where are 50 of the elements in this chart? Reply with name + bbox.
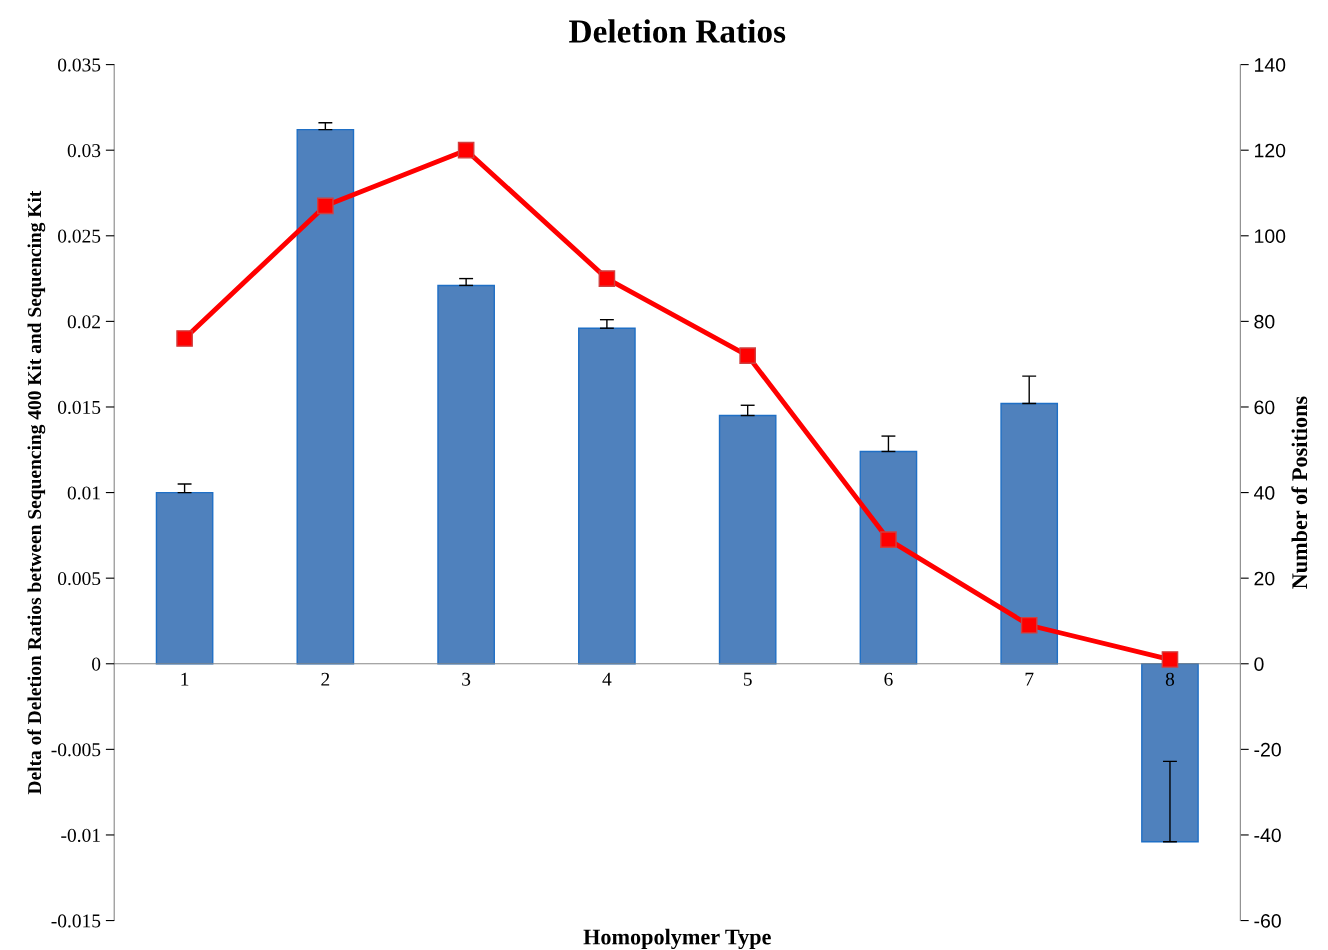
y2-tick-label: 120 xyxy=(1255,143,1286,158)
bar xyxy=(296,128,355,665)
y2-tick-label: 40 xyxy=(1253,486,1275,500)
point xyxy=(176,330,193,347)
y2-tick-label: 100 xyxy=(1255,229,1286,244)
y-tick-label: -0.015 xyxy=(51,914,101,928)
y-tick-label: -0.01 xyxy=(61,828,100,842)
point xyxy=(598,270,616,287)
bar xyxy=(437,284,495,665)
y-tick-label: 0.02 xyxy=(67,315,100,329)
bar xyxy=(718,414,777,665)
y2-axis-title: Number of Positions xyxy=(1291,396,1308,589)
x-tick-label: 7 xyxy=(1025,672,1034,686)
x-tick-label: 2 xyxy=(321,672,330,686)
point xyxy=(739,347,756,364)
y-tick-label: -0.005 xyxy=(51,743,101,757)
bar xyxy=(859,450,918,665)
y2-tick-label: -20 xyxy=(1254,742,1281,757)
y-tick-label: 0.025 xyxy=(58,229,101,243)
bar xyxy=(1000,402,1059,665)
x-tick-label: 5 xyxy=(743,672,752,686)
point xyxy=(457,141,475,159)
x-tick-label: 8 xyxy=(1165,672,1175,686)
chart-title: Deletion Ratios xyxy=(569,19,786,43)
y2-tick-label: 20 xyxy=(1254,571,1275,586)
bar xyxy=(155,491,214,665)
y2-tick-label: 140 xyxy=(1255,58,1286,72)
point xyxy=(880,531,897,548)
x-tick-label: 3 xyxy=(462,672,471,686)
x-tick-label: 6 xyxy=(884,672,893,686)
point xyxy=(317,197,334,215)
y2-tick-label: 0 xyxy=(1254,657,1264,671)
y-tick-label: 0.01 xyxy=(67,486,100,500)
point xyxy=(1161,651,1179,668)
point xyxy=(1020,616,1038,634)
y2-tick-label: 60 xyxy=(1254,400,1275,415)
y2-tick-label: -60 xyxy=(1254,914,1281,928)
y-tick-label: 0.015 xyxy=(58,400,101,414)
y2-tick-label: -40 xyxy=(1254,828,1281,843)
y-axis-title: Delta of Deletion Ratios between Sequencing 400 Kit and Sequencing Kit xyxy=(27,190,46,795)
x-tick-label: 1 xyxy=(181,672,189,686)
y-tick-label: 0 xyxy=(92,657,101,671)
y2-tick-label: 80 xyxy=(1254,314,1275,329)
y-tick-label: 0.005 xyxy=(58,571,101,586)
x-tick-label: 4 xyxy=(602,672,612,686)
bar xyxy=(578,327,636,665)
x-axis-title: Homopolymer Type xyxy=(583,928,771,950)
y-tick-label: 0.035 xyxy=(58,58,101,72)
y-tick-label: 0.03 xyxy=(67,144,101,158)
bar xyxy=(1141,663,1199,843)
